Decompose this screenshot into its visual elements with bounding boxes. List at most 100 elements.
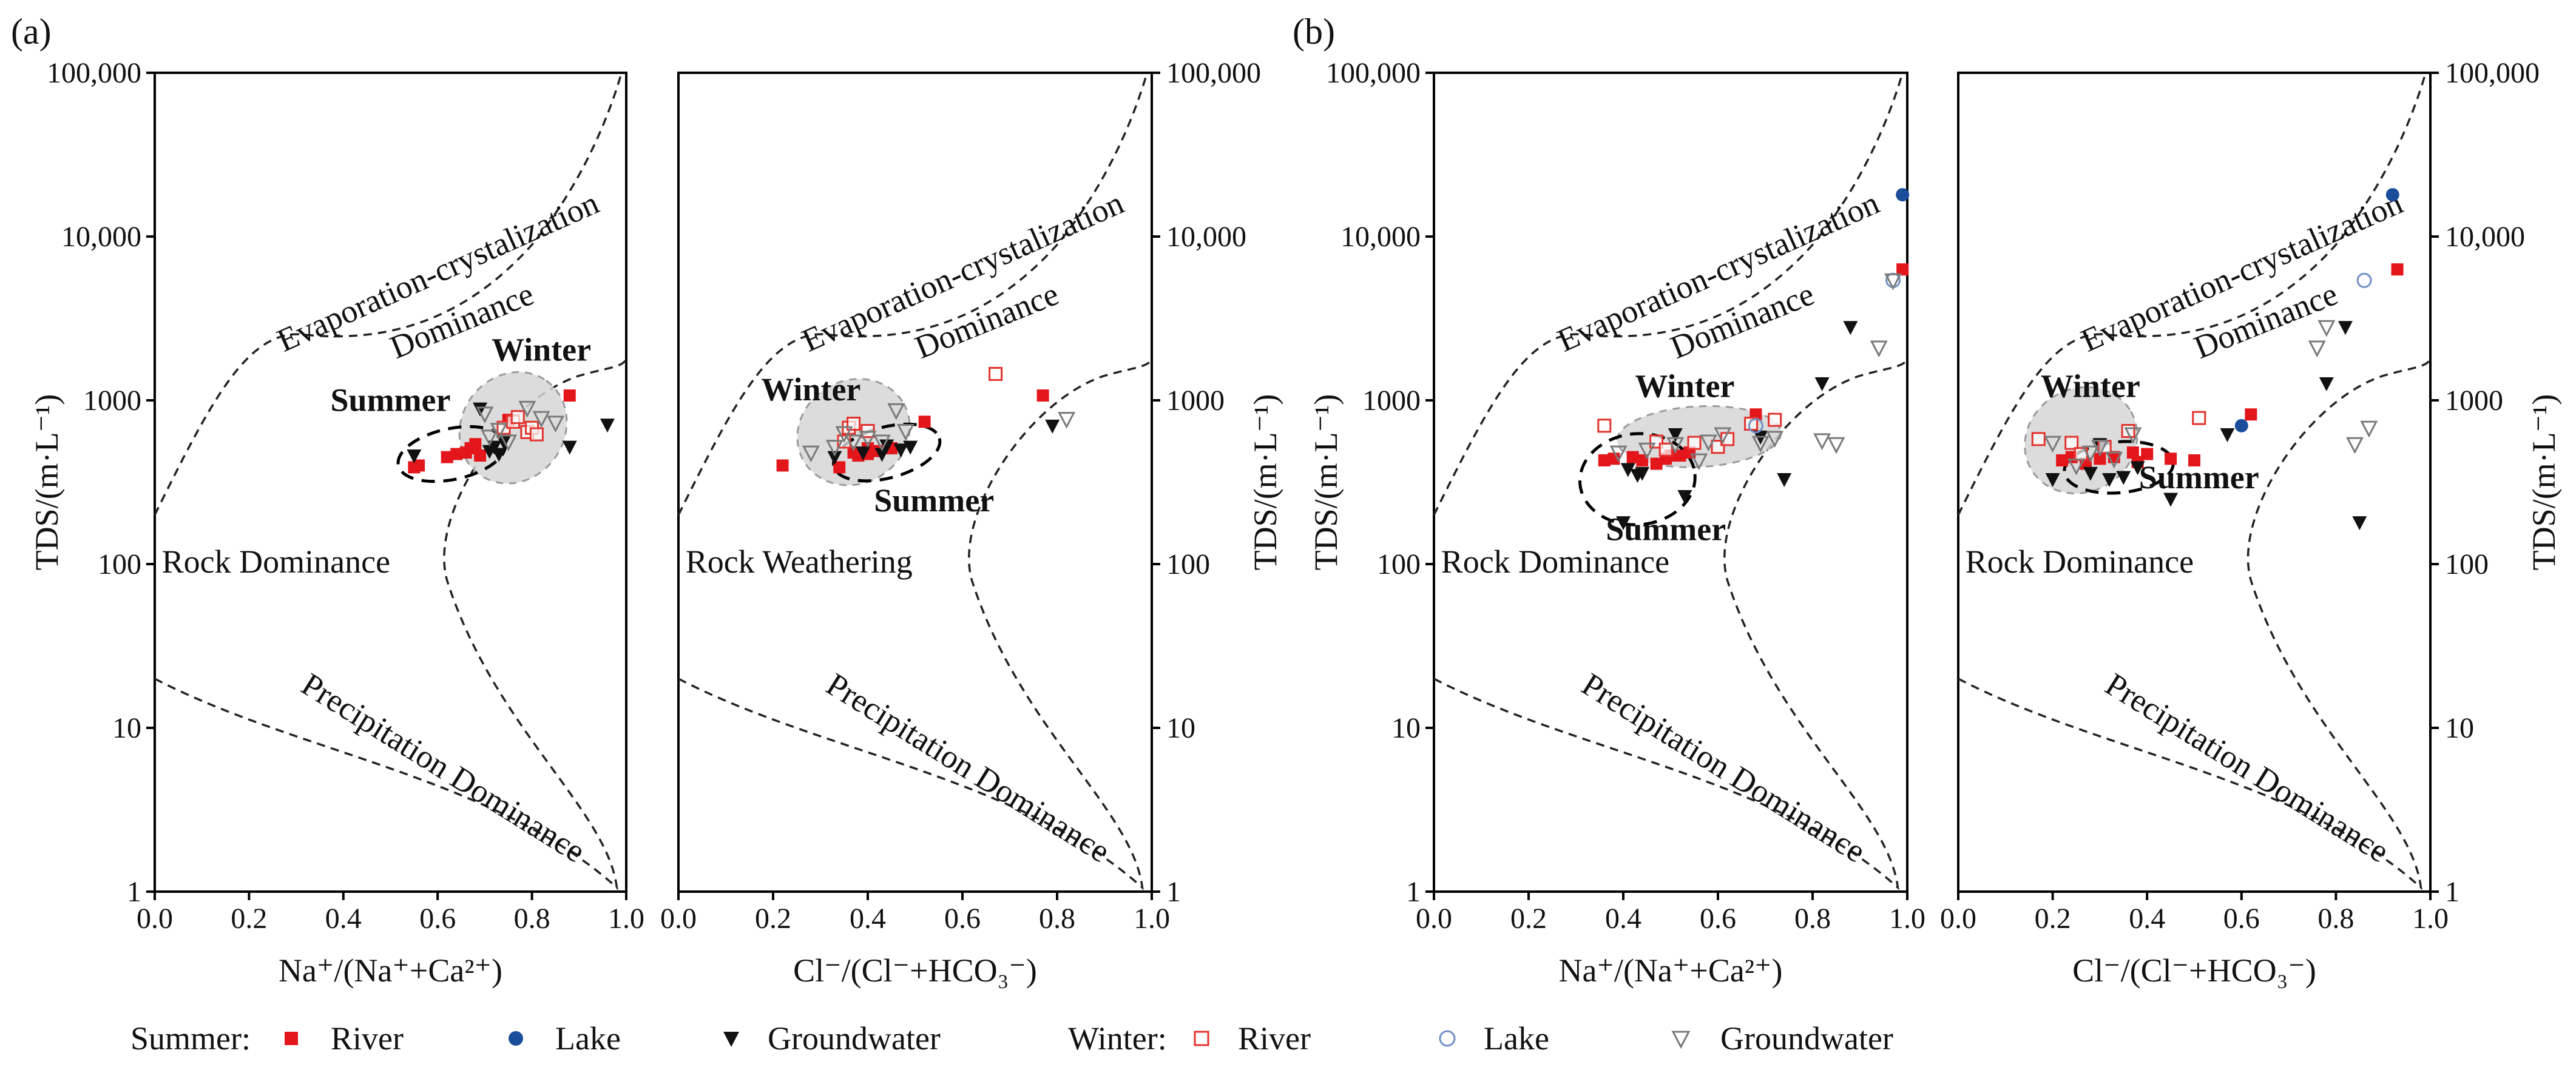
series-summer-lake — [1896, 188, 1910, 202]
data-point — [1658, 442, 1673, 457]
y-tick-label: 10,000 — [2445, 221, 2525, 253]
series-winter-lake — [2356, 272, 2372, 288]
legend-summer-lake: Lake — [555, 1020, 621, 1057]
data-point — [1870, 340, 1888, 358]
data-point — [546, 415, 564, 433]
data-point — [2031, 432, 2046, 446]
y-axis-title: TDS/(m·L⁻¹) — [2526, 394, 2562, 571]
data-point — [510, 410, 525, 425]
data-point — [1687, 436, 1702, 450]
data-point — [1896, 188, 1910, 202]
region-label-precipitation: Precipitation Dominance — [296, 666, 592, 870]
winter-label: Winter — [492, 331, 591, 368]
x-tick-label: 0.0 — [660, 903, 697, 935]
series-winter-groundwater — [2044, 320, 2378, 476]
data-point — [1674, 449, 1686, 462]
x-tick-label: 0.8 — [2317, 903, 2354, 935]
lower-boundary-curve — [1433, 358, 1908, 890]
y-tick-label: 100 — [1377, 548, 1421, 580]
y-tick-label: 100,000 — [47, 57, 141, 89]
plot-panel-1: 0.0 0.2 0.4 0.6 0.8 1.0 1 10 100 1000 10,000 100,00… — [29, 57, 644, 989]
x-tick-label: 0.6 — [419, 903, 456, 935]
series-winter-groundwater — [476, 400, 564, 452]
legend-marker-summer-river — [285, 1032, 298, 1045]
data-point — [2094, 452, 2106, 465]
data-point — [450, 448, 463, 460]
data-point — [476, 406, 494, 424]
data-point — [499, 434, 518, 452]
data-point — [2346, 437, 2364, 454]
data-point — [2081, 445, 2100, 463]
x-tick-label: 0.8 — [514, 903, 550, 935]
data-point — [1668, 428, 1683, 443]
x-tick-label: 0.8 — [1039, 903, 1075, 935]
upper-boundary-curve — [677, 72, 1148, 516]
series-summer-groundwater — [827, 419, 1060, 465]
data-point — [1766, 431, 1784, 448]
data-point — [1884, 273, 1902, 291]
summer-label: Summer — [874, 482, 994, 519]
summer-label: Summer — [331, 382, 451, 419]
x-tick-label: 1.0 — [1889, 903, 1925, 935]
y-tick-label: 10,000 — [1340, 221, 1421, 253]
data-point — [2352, 516, 2367, 531]
data-point — [2056, 454, 2069, 466]
x-tick-label: 0.6 — [1700, 903, 1736, 935]
legend-marker-summer-groundwater — [723, 1032, 739, 1047]
upper-boundary-curve — [154, 72, 623, 516]
plot-panel-2: 0.0 0.2 0.4 0.6 0.8 1.01 10 100 1000 10,000 100,00… — [660, 57, 1283, 989]
data-point — [2091, 440, 2109, 457]
x-tick-label: 0.4 — [1605, 903, 1641, 935]
data-point — [1626, 451, 1639, 463]
x-tick-label: 0.2 — [2035, 903, 2071, 935]
lower-boundary-curve — [678, 358, 1153, 890]
legend-marker-winter-river — [1194, 1031, 1209, 1046]
panel-label-a: (a) — [11, 12, 52, 52]
y-tick-label: 1000 — [2445, 385, 2503, 417]
legend-marker — [1194, 1031, 1209, 1046]
data-point — [1843, 321, 1858, 335]
y-tick-label: 100 — [98, 548, 141, 580]
data-point — [413, 459, 425, 472]
data-point — [2308, 340, 2326, 358]
x-tick-label: 0.6 — [944, 903, 981, 935]
data-point — [469, 438, 482, 451]
data-point — [2116, 471, 2131, 485]
data-point — [802, 445, 820, 463]
data-point — [1609, 445, 1628, 463]
series-winter-groundwater — [802, 403, 1076, 463]
y-axis-title: TDS/(m·L⁻¹) — [1308, 394, 1344, 571]
data-point — [1036, 389, 1049, 402]
plot-frame — [677, 72, 1153, 893]
series-summer-groundwater — [1616, 321, 1858, 531]
data-point — [1748, 418, 1763, 434]
data-point — [833, 461, 846, 474]
y-tick-label: 100,000 — [2445, 57, 2540, 89]
data-point — [2192, 411, 2206, 425]
legend-summer-river: River — [331, 1020, 404, 1057]
y-tick-label: 100,000 — [1326, 57, 1421, 89]
legend-marker — [1439, 1030, 1456, 1047]
data-point — [874, 448, 890, 462]
data-point — [1768, 412, 1782, 427]
y-tick-label: 100,000 — [1166, 57, 1261, 89]
region-label-rock: Rock Dominance — [1441, 543, 1669, 580]
x-axis-title: Na⁺/(Na⁺+Ca²⁺) — [1558, 952, 1782, 989]
data-point — [1827, 437, 1845, 454]
region-label-precipitation: Precipitation Dominance — [2099, 666, 2395, 870]
data-point — [856, 446, 871, 461]
data-point — [2319, 377, 2334, 391]
x-axis-title: Cl⁻/(Cl⁻+HCO₃⁻) — [793, 952, 1037, 989]
legend-marker — [723, 1032, 739, 1047]
data-point — [2163, 493, 2179, 507]
data-point — [1598, 454, 1611, 466]
data-point — [887, 403, 905, 420]
data-point — [2121, 424, 2135, 439]
data-point — [1714, 427, 1732, 445]
y-tick-label: 10 — [1166, 712, 1195, 744]
summer-region-ellipse — [832, 422, 942, 483]
series-winter-groundwater — [1609, 273, 1902, 471]
plot-panel-3: 0.0 0.2 0.4 0.6 0.8 1.0 1 10 100 1000 10,000 100,00… — [1308, 57, 1925, 989]
data-point — [1058, 412, 1076, 429]
